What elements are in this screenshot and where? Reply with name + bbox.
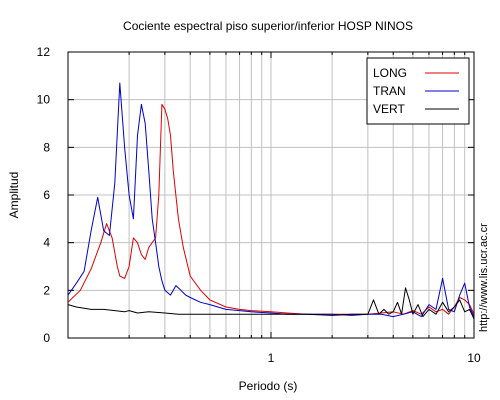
y-tick-label: 10 (37, 93, 51, 107)
y-tick-label: 6 (43, 188, 50, 202)
axis-ticks (68, 51, 474, 339)
data-series (68, 82, 474, 320)
watermark-url: http://www.lis.ucr.ac.cr (478, 223, 490, 332)
axis-tick-labels: 0 2 4 6 8 10 12 1 10 (37, 45, 481, 365)
y-tick-label: 8 (43, 140, 50, 154)
y-tick-label: 2 (43, 283, 50, 297)
y-tick-label: 0 (43, 331, 50, 345)
legend-label-tran: TRAN (373, 84, 406, 98)
series-line-tran (68, 82, 474, 318)
y-tick-label: 12 (37, 45, 51, 59)
legend: LONG TRAN VERT (366, 57, 470, 125)
series-line-vert (68, 287, 474, 320)
legend-label-long: LONG (373, 66, 407, 80)
x-axis-label: Periodo (s) (239, 379, 298, 393)
chart-title: Cociente espectral piso superior/inferio… (123, 19, 413, 33)
x-tick-label: 10 (467, 351, 481, 365)
y-tick-label: 4 (43, 236, 50, 250)
y-axis-label: Amplitud (7, 172, 21, 219)
x-tick-label: 1 (268, 351, 275, 365)
legend-label-vert: VERT (373, 102, 405, 116)
